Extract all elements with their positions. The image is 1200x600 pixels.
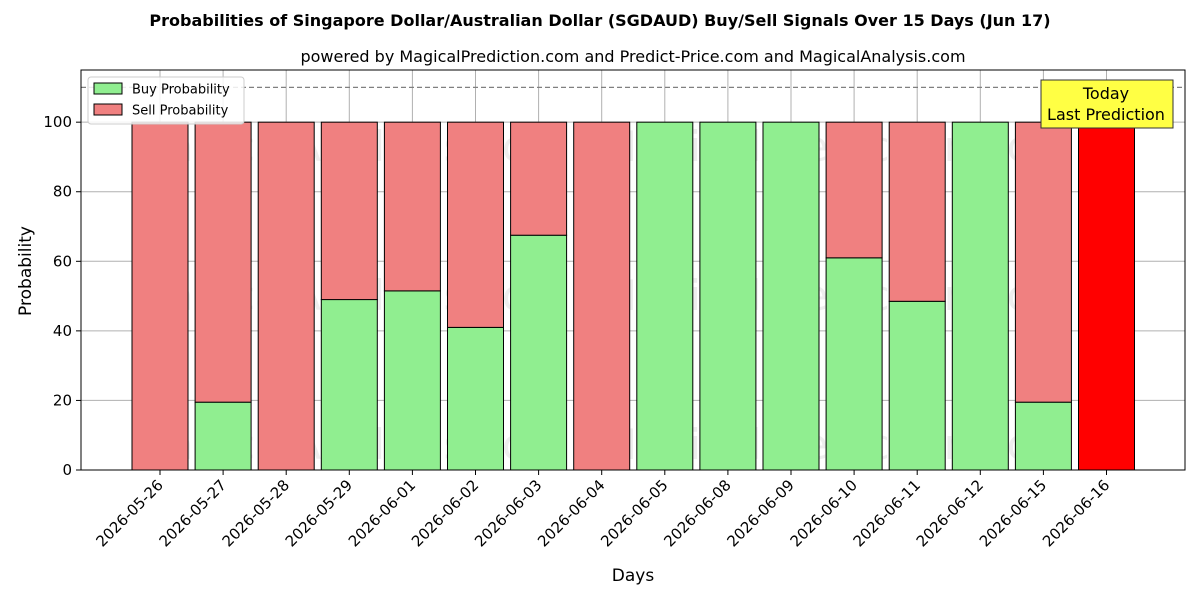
sell-bar (510, 121, 568, 236)
buy-bar (510, 234, 568, 471)
buy-bar (699, 121, 757, 471)
x-tick-label: 2026-06-03 (471, 476, 545, 550)
x-tick-label: 2026-06-16 (1039, 476, 1113, 550)
x-tick-label: 2026-06-09 (723, 476, 797, 550)
chart-subtitle: powered by MagicalPrediction.com and Pre… (300, 47, 965, 66)
sell-bar (320, 121, 378, 301)
x-tick-label: 2026-06-05 (597, 476, 671, 550)
x-tick-label: 2026-06-10 (787, 476, 861, 550)
y-tick-label: 80 (53, 183, 72, 201)
annotation-text: Last Prediction (1047, 105, 1165, 124)
legend-swatch (93, 82, 123, 95)
x-tick-label: 2026-05-26 (92, 476, 166, 550)
x-axis-label: Days (612, 566, 655, 586)
sell-bar (383, 121, 441, 292)
annotation-text: Today (1082, 84, 1129, 103)
y-tick-label: 40 (53, 322, 72, 340)
y-tick-label: 20 (53, 391, 72, 409)
buy-bar (320, 299, 378, 471)
x-tick-label: 2026-06-15 (976, 476, 1050, 550)
buy-bar (1014, 401, 1072, 471)
buy-bar (447, 326, 504, 471)
sell-bar (194, 121, 252, 403)
sell-bar (825, 121, 883, 259)
sell-bar (131, 121, 189, 471)
buy-bar (825, 257, 883, 471)
y-tick-label: 100 (43, 113, 72, 131)
sell-bar (888, 121, 946, 302)
x-tick-label: 2026-06-11 (850, 476, 924, 550)
x-tick-label: 2026-06-01 (345, 476, 419, 550)
bars-layer (131, 121, 1135, 471)
legend-label: Sell Probability (132, 104, 229, 119)
x-tick-label: 2026-06-08 (660, 476, 734, 550)
buy-bar (951, 121, 1009, 471)
buy-bar (194, 401, 252, 471)
sell-bar (257, 121, 315, 471)
buy-bar (636, 121, 694, 471)
legend-label: Buy Probability (132, 83, 230, 98)
x-tick-label: 2026-06-04 (534, 476, 608, 550)
y-tick-label: 0 (62, 461, 72, 479)
sell-bar (573, 121, 631, 471)
buy-bar (888, 300, 946, 471)
x-tick-label: 2026-05-29 (282, 476, 356, 550)
chart-title: Probabilities of Singapore Dollar/Austra… (149, 11, 1050, 30)
sell-bar (1078, 121, 1135, 471)
annotation-box (1040, 79, 1174, 129)
x-tick-label: 2026-05-28 (219, 476, 293, 550)
legend-box (87, 76, 245, 125)
sell-bar (1014, 121, 1072, 403)
x-tick-label: 2026-06-12 (913, 476, 987, 550)
y-axis-label: Probability (16, 226, 36, 316)
x-tick-label: 2026-05-27 (156, 476, 230, 550)
plot-frame (80, 69, 1186, 471)
today-annotation: Today Last Prediction (1040, 79, 1174, 129)
buy-bar (383, 290, 441, 471)
sell-bar (447, 121, 504, 328)
x-tick-label: 2026-06-02 (408, 476, 482, 550)
legend-swatch (93, 103, 123, 116)
legend: Buy Probability Sell Probability (87, 76, 245, 125)
y-tick-label: 60 (53, 252, 72, 270)
buy-bar (762, 121, 820, 471)
